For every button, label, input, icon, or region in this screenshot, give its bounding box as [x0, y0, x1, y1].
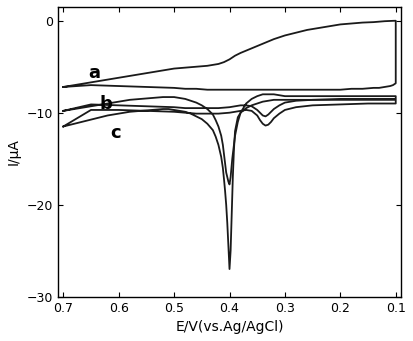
Y-axis label: I/μA: I/μA — [7, 138, 21, 165]
Text: a: a — [88, 64, 100, 82]
X-axis label: E/V(vs.Ag/AgCl): E/V(vs.Ag/AgCl) — [175, 320, 284, 334]
Text: c: c — [110, 124, 121, 143]
Text: b: b — [99, 95, 112, 113]
